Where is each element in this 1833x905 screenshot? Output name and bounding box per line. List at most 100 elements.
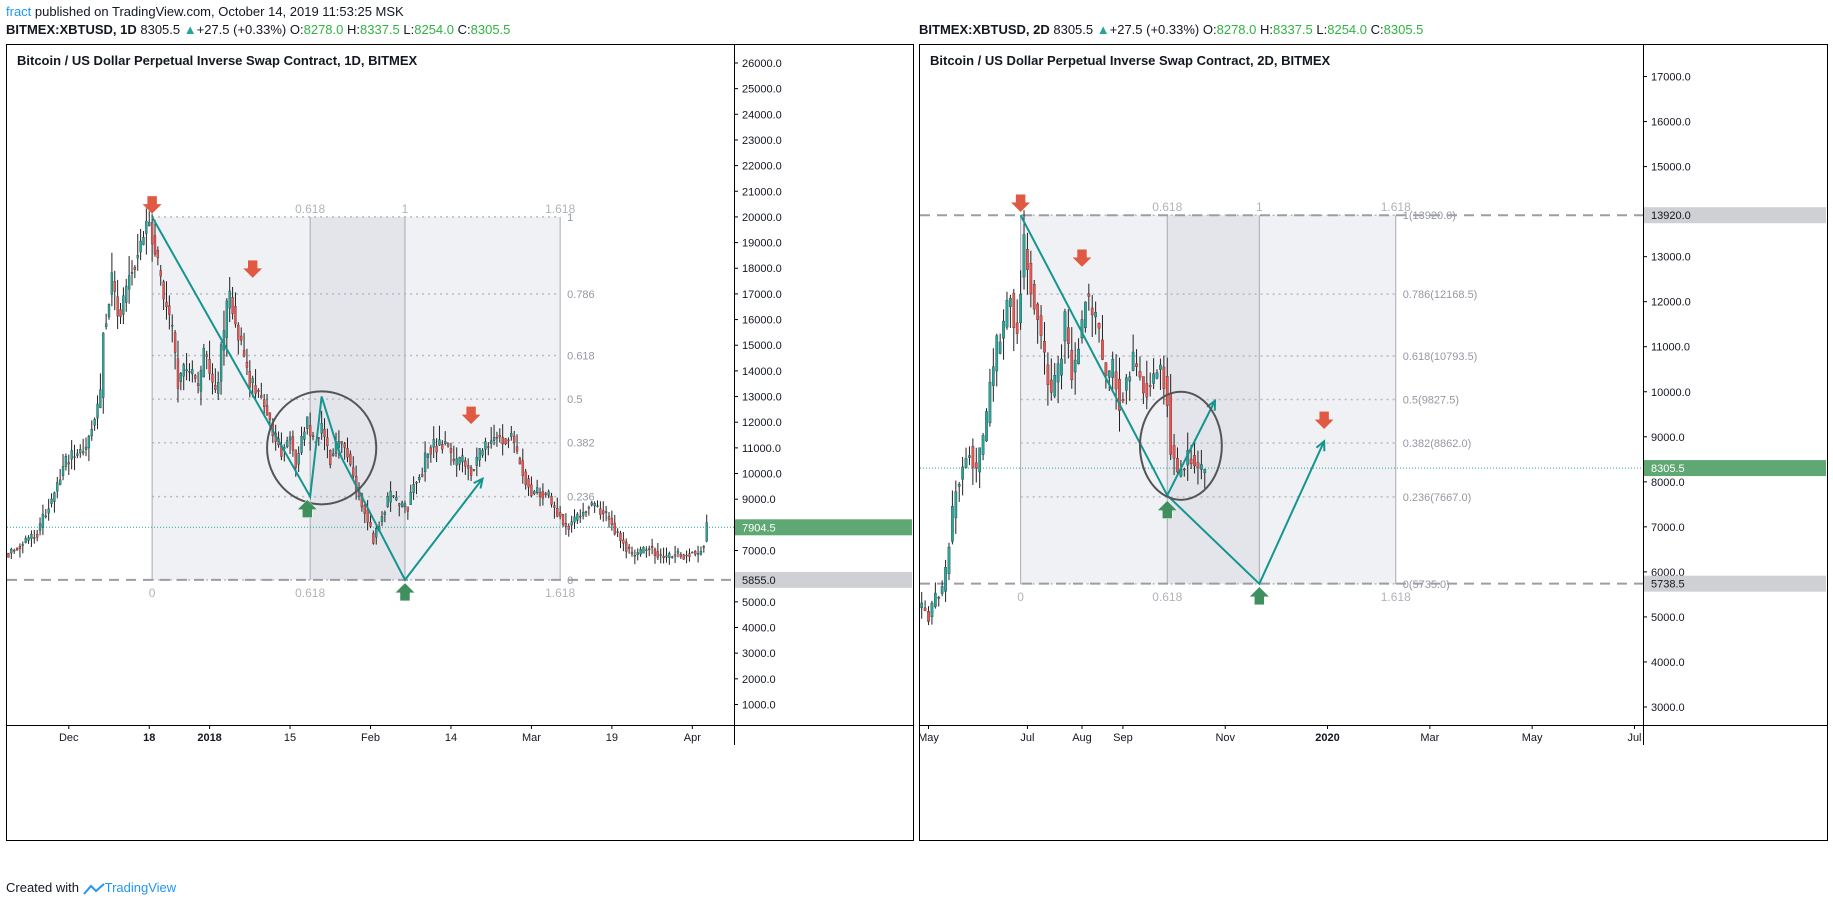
candle-body xyxy=(148,221,151,227)
candle-body xyxy=(679,554,682,557)
candle-body xyxy=(536,487,539,494)
time-tick-label: 2020 xyxy=(1315,732,1339,744)
candle-body xyxy=(619,532,622,541)
candle-body xyxy=(1128,376,1132,382)
candle-body xyxy=(475,457,478,466)
candle-body xyxy=(498,435,501,438)
candle-body xyxy=(64,456,68,467)
candle-body xyxy=(263,399,266,408)
candle-body xyxy=(10,549,13,554)
candle-body xyxy=(176,358,180,389)
candle-body xyxy=(653,548,657,556)
candle-body xyxy=(182,364,185,377)
candle-body xyxy=(257,389,260,392)
candle-body xyxy=(127,275,131,290)
chart-canvas-2d[interactable]: 1(13920.0) 0.786(12168.5) 0.618(10793.5) 0.… xyxy=(920,45,1827,840)
candle-body xyxy=(662,556,665,559)
candle-body xyxy=(15,548,19,551)
high-value: 8337.5 xyxy=(360,22,400,37)
candle-body xyxy=(386,496,389,507)
candle-body xyxy=(1019,293,1022,324)
candle-body xyxy=(1101,339,1104,360)
price-tick-label: 25000.0 xyxy=(742,84,782,96)
candle-body xyxy=(533,491,536,495)
tradingview-link[interactable]: TradingView xyxy=(104,880,177,895)
candle-body xyxy=(513,435,516,443)
chart-title: Bitcoin / US Dollar Perpetual Inverse Sw… xyxy=(928,53,1333,68)
candle-body xyxy=(168,305,171,315)
candle-body xyxy=(398,503,401,506)
price-tick-label: 9000.0 xyxy=(742,494,776,506)
price-tick-label: 15000.0 xyxy=(1651,162,1691,174)
price-badge-label: 13920.0 xyxy=(1651,210,1691,222)
author-link[interactable]: fract xyxy=(6,4,32,19)
candle-body xyxy=(199,370,203,392)
chart-pane-2d[interactable]: 1(13920.0) 0.786(12168.5) 0.618(10793.5) 0.… xyxy=(919,44,1828,841)
fib-level-label: 0.618(10793.5) xyxy=(1403,351,1478,363)
candle-body xyxy=(923,607,927,611)
candle-body xyxy=(1152,373,1155,384)
candle-body xyxy=(1087,293,1091,297)
candle-body xyxy=(1043,341,1046,353)
price-tick-label: 11000.0 xyxy=(1651,342,1690,354)
candle-body xyxy=(369,521,372,527)
candle-body xyxy=(179,373,183,382)
candle-body xyxy=(1032,284,1036,310)
price-tick-label: 24000.0 xyxy=(742,109,782,121)
candle-body xyxy=(495,437,499,439)
symbol-label[interactable]: BITMEX:XBTUSD, 2D xyxy=(919,22,1050,37)
candle-body xyxy=(1135,363,1138,367)
candle-body xyxy=(395,496,398,501)
ohlc-legend-right: BITMEX:XBTUSD, 2D 8305.5 ▲+27.5 (+0.33%)… xyxy=(919,22,1423,37)
candle-body xyxy=(96,403,99,419)
symbol-label[interactable]: BITMEX:XBTUSD, 1D xyxy=(6,22,137,37)
candle-body xyxy=(573,516,576,523)
candle-body xyxy=(363,505,366,514)
candle-body xyxy=(961,466,964,480)
chart-pane-1d[interactable]: 10.7860.6180.50.3820.2360000.6180.618111… xyxy=(6,44,914,841)
candle-body xyxy=(44,515,47,518)
fib-level-label: 1 xyxy=(567,212,573,224)
fib-level-label: 0.5 xyxy=(567,394,582,406)
fib-time-label-top: 1.618 xyxy=(545,202,575,216)
candle-body xyxy=(1094,312,1097,318)
price-tick-label: 13000.0 xyxy=(1651,252,1691,264)
candle-body xyxy=(1009,298,1012,307)
arrow-up-marker xyxy=(296,499,318,518)
change-up-icon: ▲ xyxy=(1096,22,1110,37)
candle-body xyxy=(699,551,703,555)
candle-body xyxy=(633,555,637,557)
chart-canvas-1d[interactable]: 10.7860.6180.50.3820.2360000.6180.618111… xyxy=(7,45,913,840)
candle-body xyxy=(449,448,453,453)
candle-body xyxy=(1015,322,1019,334)
candle-body xyxy=(1005,300,1009,328)
candle-body xyxy=(116,296,119,317)
candle-body xyxy=(76,453,79,456)
candle-body xyxy=(211,373,214,383)
candle-body xyxy=(650,545,654,548)
candle-body xyxy=(570,521,573,526)
candle-body xyxy=(1111,358,1115,378)
candle-body xyxy=(337,441,341,448)
candle-body xyxy=(1097,323,1101,329)
price-tick-label: 18000.0 xyxy=(742,263,782,275)
change-value: +27.5 (+0.33%) xyxy=(1109,22,1200,37)
candle-body xyxy=(156,250,160,259)
candle-body xyxy=(622,539,625,544)
price-tick-label: 4000.0 xyxy=(1651,657,1685,669)
time-tick-label: Mar xyxy=(522,732,541,744)
candle-body xyxy=(202,348,205,378)
candle-body xyxy=(1131,351,1135,371)
candle-body xyxy=(208,359,211,374)
candle-body xyxy=(530,484,533,496)
candle-body xyxy=(421,474,424,477)
candle-body xyxy=(564,523,568,527)
candle-body xyxy=(1022,234,1026,278)
candle-body xyxy=(423,452,427,472)
candle-body xyxy=(38,523,42,531)
candle-body xyxy=(1046,364,1050,385)
candle-body xyxy=(104,323,108,327)
price-tick-label: 15000.0 xyxy=(742,340,782,352)
candle-body xyxy=(974,462,978,469)
fib-level-label: 1(13920.0) xyxy=(1403,210,1456,222)
